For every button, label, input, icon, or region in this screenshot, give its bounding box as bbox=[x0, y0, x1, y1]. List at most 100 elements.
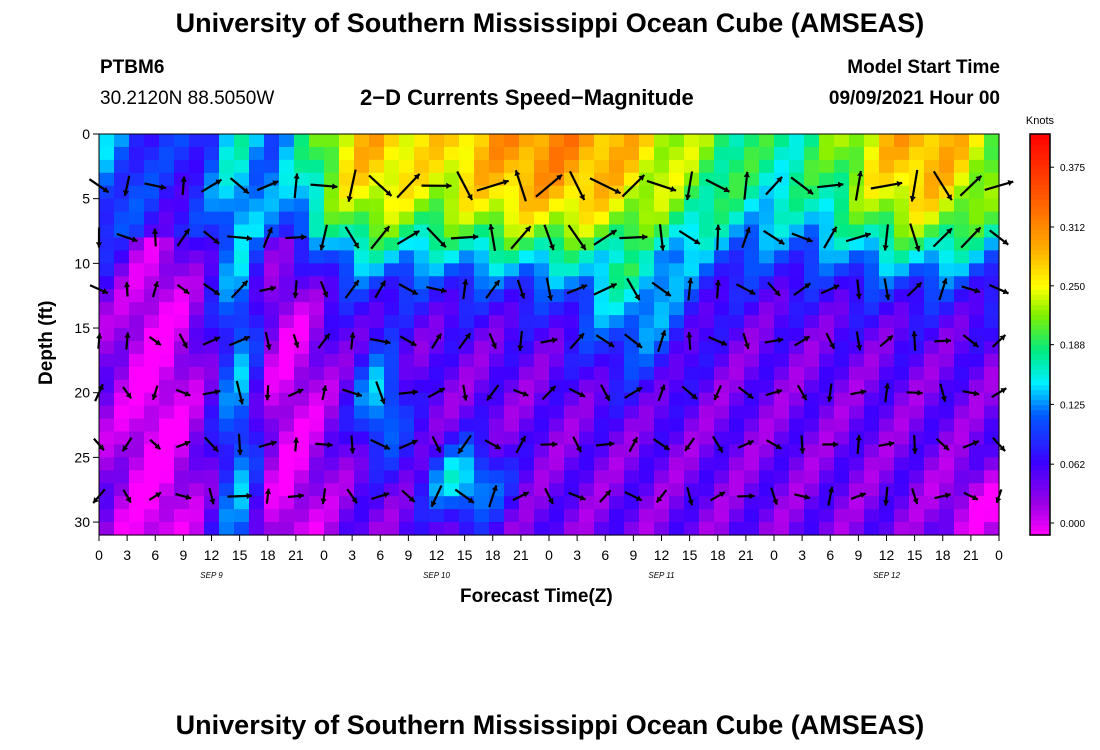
current-arrow bbox=[935, 438, 950, 451]
heatmap-cell bbox=[414, 224, 430, 239]
heatmap-cell bbox=[279, 328, 295, 342]
heatmap-cell bbox=[189, 392, 205, 407]
current-arrow bbox=[855, 279, 862, 300]
heatmap-cell bbox=[729, 315, 745, 329]
arrow-head bbox=[514, 170, 521, 177]
heatmap-cell bbox=[954, 237, 970, 252]
heatmap-cell bbox=[684, 250, 700, 264]
current-arrow bbox=[911, 488, 919, 505]
arrow-head bbox=[579, 194, 585, 201]
heatmap-cell bbox=[564, 315, 580, 329]
heatmap-cell bbox=[414, 302, 430, 316]
heatmap-cell bbox=[984, 159, 1000, 174]
heatmap-cell bbox=[99, 353, 115, 368]
heatmap-cell bbox=[99, 457, 115, 471]
heatmap-cell bbox=[129, 340, 145, 355]
heatmap-cell bbox=[684, 198, 700, 213]
heatmap-cell bbox=[609, 392, 625, 407]
heatmap-cell bbox=[924, 366, 940, 381]
heatmap-cell bbox=[159, 496, 175, 510]
heatmap-cell bbox=[939, 237, 955, 252]
heatmap-cell bbox=[504, 134, 520, 148]
heatmap-cell bbox=[849, 366, 865, 381]
current-arrow bbox=[595, 440, 615, 448]
heatmap-cell bbox=[174, 198, 190, 213]
heatmap-cell bbox=[819, 263, 835, 277]
heatmap-cell bbox=[624, 263, 640, 277]
current-arrow bbox=[228, 335, 251, 347]
heatmap-cell bbox=[324, 211, 340, 226]
heatmap-cell bbox=[774, 470, 790, 484]
heatmap-cell bbox=[804, 263, 820, 277]
heatmap-cell bbox=[984, 353, 1000, 368]
heatmap-cell bbox=[579, 379, 595, 394]
heatmap-cell bbox=[684, 405, 700, 420]
heatmap-cell bbox=[729, 250, 745, 264]
current-arrow bbox=[568, 491, 586, 501]
heatmap-cell bbox=[804, 366, 820, 381]
heatmap-cell bbox=[849, 509, 865, 523]
heatmap-cell bbox=[669, 302, 685, 316]
heatmap-cell bbox=[384, 315, 400, 329]
heatmap-cell bbox=[894, 444, 910, 458]
heatmap-cell bbox=[234, 159, 250, 174]
heatmap-cell bbox=[684, 457, 700, 471]
heatmap-cell bbox=[939, 457, 955, 471]
current-arrow bbox=[939, 383, 947, 403]
heatmap-cell bbox=[549, 457, 565, 471]
heatmap-cell bbox=[189, 224, 205, 239]
heatmap-cell bbox=[864, 328, 880, 342]
heatmap-cell bbox=[609, 496, 625, 510]
heatmap-cell bbox=[414, 211, 430, 226]
arrow-head bbox=[552, 441, 558, 448]
current-arrow bbox=[960, 226, 982, 249]
heatmap-cell bbox=[804, 496, 820, 510]
heatmap-cell bbox=[909, 211, 925, 226]
heatmap-cell bbox=[384, 276, 400, 290]
x-tick-label: 9 bbox=[179, 547, 187, 563]
heatmap-cell bbox=[129, 405, 145, 420]
heatmap-cell bbox=[549, 470, 565, 484]
arrow-head bbox=[714, 224, 722, 230]
heatmap-cell bbox=[249, 146, 265, 161]
heatmap-cell bbox=[174, 470, 190, 484]
heatmap-cell bbox=[924, 353, 940, 368]
heatmap-cell bbox=[549, 224, 565, 239]
heatmap-cell bbox=[234, 496, 250, 510]
heatmap-cell bbox=[249, 379, 265, 394]
heatmap-cell bbox=[864, 134, 880, 148]
arrow-head bbox=[440, 241, 446, 248]
heatmap-cell bbox=[354, 134, 370, 148]
heatmap-cell bbox=[564, 522, 580, 536]
current-arrow bbox=[200, 178, 223, 193]
heatmap-cell bbox=[444, 418, 460, 433]
heatmap-cell bbox=[264, 211, 280, 226]
colorbar-swatch bbox=[1030, 329, 1050, 336]
heatmap-cell bbox=[444, 159, 460, 174]
heatmap-cell bbox=[429, 302, 445, 316]
heatmap-cell bbox=[744, 392, 760, 407]
heatmap-cell bbox=[384, 328, 400, 342]
heatmap-cell bbox=[99, 522, 115, 536]
heatmap-cell bbox=[354, 405, 370, 420]
heatmap-cell bbox=[534, 483, 550, 497]
heatmap-cell bbox=[204, 146, 220, 161]
colorbar-swatch bbox=[1030, 459, 1050, 466]
current-arrow bbox=[883, 278, 891, 301]
heatmap-cell bbox=[609, 224, 625, 239]
heatmap-cell bbox=[489, 250, 505, 264]
heatmap-cell bbox=[204, 263, 220, 277]
heatmap-cell bbox=[699, 315, 715, 329]
heatmap-cell bbox=[159, 146, 175, 161]
heatmap-cell bbox=[594, 224, 610, 239]
heatmap-cell bbox=[114, 457, 130, 471]
heatmap-cell bbox=[819, 185, 835, 200]
heatmap-cell bbox=[219, 392, 235, 407]
heatmap-cell bbox=[369, 315, 385, 329]
heatmap-cell bbox=[819, 522, 835, 536]
arrow-head bbox=[212, 445, 219, 452]
heatmap-cell bbox=[324, 224, 340, 239]
heatmap-cell bbox=[504, 366, 520, 381]
heatmap-cell bbox=[669, 172, 685, 187]
heatmap-cell bbox=[909, 405, 925, 420]
